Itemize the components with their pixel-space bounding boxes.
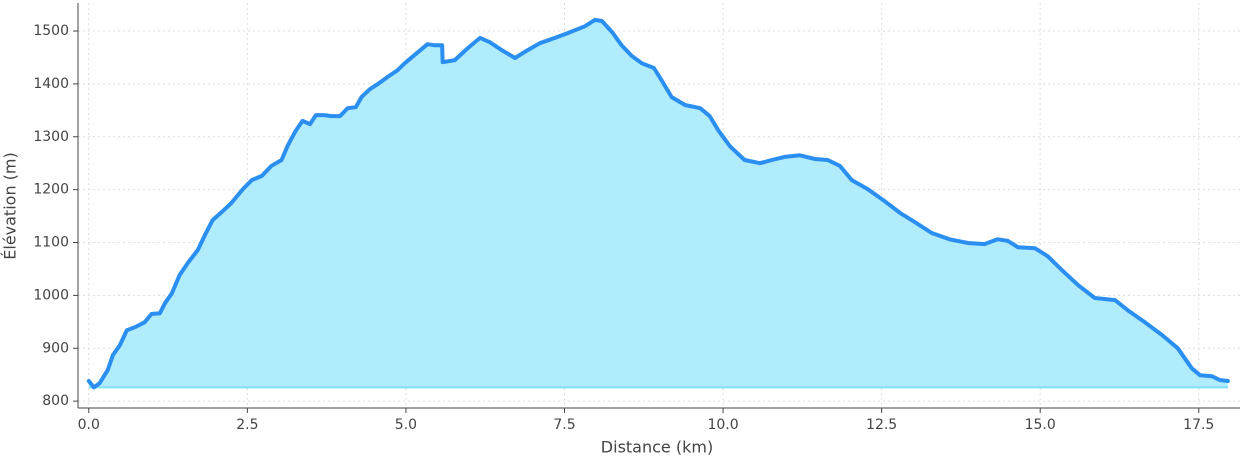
y-tick-label: 1500: [33, 23, 69, 39]
elevation-line: [86, 17, 1230, 390]
x-tick-label: 10.0: [707, 417, 738, 433]
y-axis-label: Élévation (m): [1, 152, 20, 259]
x-tick-label: 17.5: [1183, 417, 1214, 433]
y-tick-label: 1400: [33, 76, 69, 92]
y-tick-label: 1300: [33, 129, 69, 145]
x-tick-label: 7.5: [553, 417, 575, 433]
x-tick-label: 12.5: [866, 417, 897, 433]
x-tick-label: 2.5: [236, 417, 258, 433]
x-tick-label: 5.0: [395, 417, 417, 433]
y-tick-label: 1200: [33, 182, 69, 198]
area-fill: [88, 19, 1228, 388]
x-tick-label: 0.0: [78, 417, 100, 433]
x-tick-label: 15.0: [1025, 417, 1056, 433]
x-axis-label: Distance (km): [601, 438, 713, 457]
y-tick-label: 1000: [33, 287, 69, 303]
y-tick-label: 1100: [33, 235, 69, 251]
y-tick-label: 900: [42, 340, 69, 356]
y-tick-label: 800: [42, 393, 69, 409]
